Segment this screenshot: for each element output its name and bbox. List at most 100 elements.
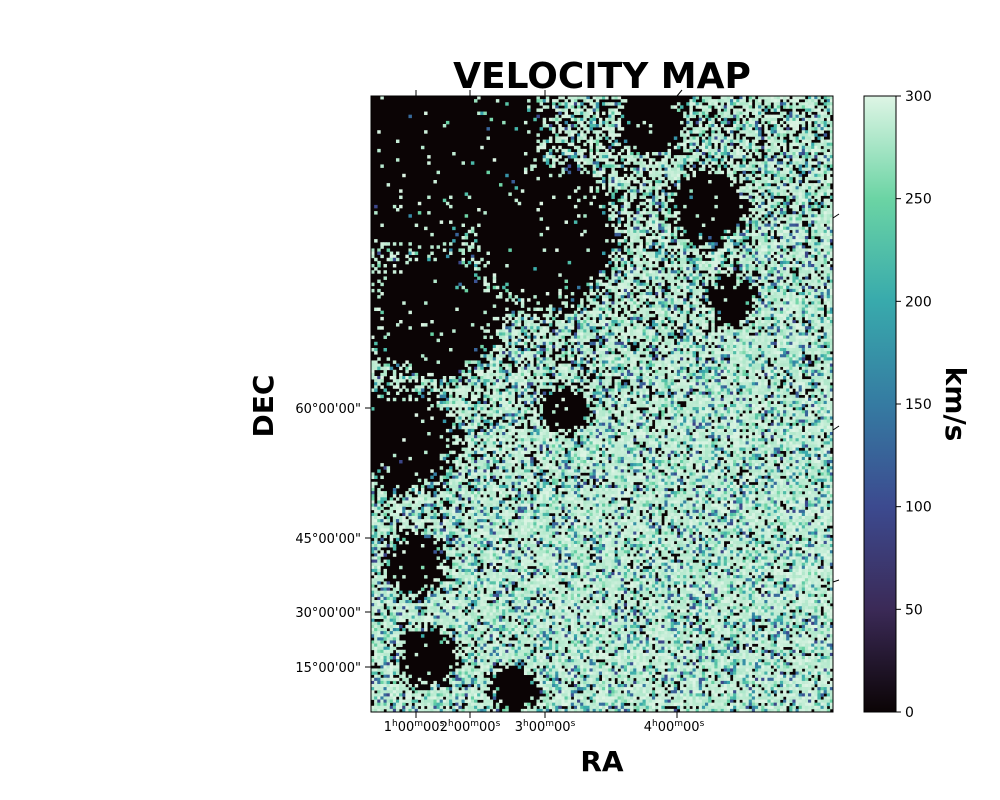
heatmap-cell — [776, 198, 781, 203]
heatmap-cell — [801, 145, 806, 150]
heatmap-cell — [642, 335, 647, 340]
heatmap-cell — [561, 96, 565, 100]
heatmap-cell — [639, 357, 643, 361]
heatmap-cell — [673, 183, 678, 187]
heatmap-cell — [489, 354, 494, 358]
heatmap-cell — [717, 344, 721, 349]
heatmap-cell — [761, 198, 765, 203]
heatmap-cell — [498, 332, 503, 336]
heatmap-cell — [786, 239, 790, 243]
heatmap-cell — [820, 130, 824, 134]
heatmap-cell — [758, 152, 762, 156]
heatmap-cell — [795, 217, 800, 221]
heatmap-cell — [605, 323, 609, 327]
heatmap-cell — [798, 264, 803, 268]
heatmap-cell — [449, 248, 453, 252]
heatmap-cell — [555, 329, 559, 333]
heatmap-cell — [626, 148, 631, 153]
heatmap-cell — [779, 232, 784, 237]
heatmap-cell — [779, 316, 784, 321]
heatmap-cell — [758, 108, 762, 112]
heatmap-cell — [589, 313, 593, 318]
heatmap-cell — [826, 323, 831, 327]
heatmap-cell — [811, 254, 815, 259]
heatmap-cell — [726, 114, 731, 119]
heatmap-cell — [773, 173, 778, 178]
heatmap-cell — [589, 155, 593, 159]
heatmap-cell — [811, 242, 815, 246]
heatmap-cell — [758, 260, 762, 265]
heatmap-cell — [767, 211, 771, 215]
heatmap-cell — [689, 267, 693, 271]
heatmap-cell — [673, 204, 678, 209]
heatmap-cell — [689, 351, 693, 355]
heatmap-cell — [676, 351, 681, 355]
heatmap-cell — [764, 170, 768, 175]
heatmap-cell — [733, 180, 737, 184]
heatmap-cell — [817, 214, 821, 218]
heatmap-cell — [817, 124, 821, 128]
heatmap-cell — [689, 145, 693, 150]
heatmap-cell — [377, 148, 381, 153]
heatmap-cell — [723, 298, 728, 302]
heatmap-cell — [592, 130, 597, 134]
heatmap-cell — [829, 214, 834, 218]
heatmap-cell — [814, 239, 818, 243]
heatmap-cell — [814, 348, 818, 352]
heatmap-cell — [570, 102, 575, 106]
heatmap-cell — [495, 332, 500, 336]
heatmap-cell — [683, 288, 687, 293]
heatmap-cell — [814, 242, 818, 246]
heatmap-cell — [720, 139, 725, 144]
heatmap-cell — [614, 354, 618, 358]
heatmap-cell — [717, 254, 721, 259]
heatmap-cell — [729, 127, 734, 131]
heatmap-cell — [636, 208, 640, 212]
heatmap-cell — [598, 307, 603, 312]
heatmap-cell — [511, 310, 515, 315]
heatmap-cell — [733, 111, 737, 116]
heatmap-cell — [689, 248, 693, 252]
heatmap-cell — [639, 292, 643, 296]
heatmap-cell — [686, 341, 690, 346]
heatmap-cell — [720, 260, 725, 265]
heatmap-cell — [623, 292, 628, 296]
heatmap-cell — [773, 136, 778, 140]
heatmap-cell — [776, 183, 781, 187]
heatmap-cell — [764, 282, 768, 287]
heatmap-cell — [792, 96, 796, 100]
heatmap-cell — [698, 307, 703, 312]
heatmap-cell — [683, 338, 687, 343]
heatmap-cell — [470, 229, 475, 234]
heatmap-cell — [786, 264, 790, 268]
heatmap-cell — [648, 264, 653, 268]
heatmap-cell — [611, 276, 615, 280]
heatmap-cell — [814, 332, 818, 336]
heatmap-cell — [789, 348, 793, 352]
heatmap-cell — [639, 323, 643, 327]
heatmap-cell — [673, 245, 678, 249]
heatmap-cell — [764, 192, 768, 196]
heatmap-cell — [626, 354, 631, 358]
heatmap-cell — [711, 335, 715, 340]
heatmap-cell — [745, 316, 750, 321]
heatmap-cell — [598, 316, 603, 321]
heatmap-cell — [748, 351, 753, 355]
heatmap-cell — [826, 152, 831, 156]
heatmap-cell — [783, 189, 787, 193]
heatmap-cell — [708, 96, 712, 100]
heatmap-cell — [773, 310, 778, 315]
heatmap-cell — [783, 217, 787, 221]
heatmap-cell — [698, 161, 703, 165]
heatmap-cell — [586, 96, 590, 100]
heatmap-cell — [583, 310, 587, 315]
heatmap-cell — [617, 307, 622, 312]
heatmap-cell — [595, 310, 600, 315]
heatmap-cell — [664, 164, 668, 168]
heatmap-cell — [776, 220, 781, 224]
heatmap-cell — [645, 273, 650, 277]
heatmap-cell — [823, 320, 828, 324]
heatmap-cell — [564, 158, 569, 162]
heatmap-cell — [783, 180, 787, 184]
heatmap-cell — [633, 192, 637, 196]
